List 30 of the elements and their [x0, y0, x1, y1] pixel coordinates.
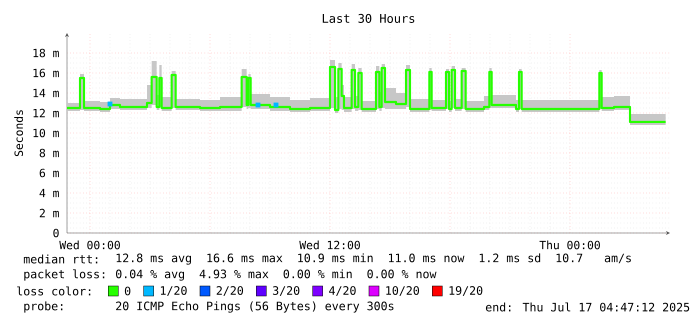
text: median rtt: — [24, 254, 98, 264]
y-tick-label: 10 m — [34, 128, 59, 138]
y-tick-label: 12 m — [34, 108, 59, 118]
chart-title: Last 30 Hours — [322, 14, 414, 23]
text: 12.8 ms avg 16.6 ms max 10.9 ms min 11.0 ms now 1.2 ms sd 10.7 am/s — [116, 253, 631, 265]
y-axis-title: Seconds — [14, 110, 24, 156]
y-tick-label: 14 m — [34, 88, 59, 98]
text: probe: — [24, 301, 62, 313]
y-tick-label: 2 m — [40, 208, 59, 218]
legend-label: 1/20 — [160, 286, 187, 296]
x-tick-label: Wed 00:00 — [59, 240, 120, 250]
y-tick-label: 16 m — [34, 68, 59, 78]
text: packet loss: — [24, 269, 104, 281]
x-tick-label: Thu 00:00 — [540, 240, 600, 250]
legend-label: 0 — [124, 286, 130, 296]
legend-label: 10/20 — [386, 286, 420, 296]
legend-title: loss color: — [17, 286, 90, 296]
text: 20 ICMP Echo Pings (56 Bytes) every 300s — [116, 301, 394, 313]
legend-label: 19/20 — [450, 286, 482, 296]
legend-label: 3/20 — [272, 286, 300, 296]
y-tick-label: 18 m — [34, 48, 59, 58]
text: end: Thu Jul 17 04:47:12 2025 — [486, 302, 690, 312]
y-tick-label: 6 m — [40, 168, 59, 178]
text: 0.04 % avg 4.93 % max 0.00 % min 0.00 % now — [116, 269, 436, 281]
y-tick-label: 0 — [53, 228, 59, 238]
y-tick-label: 4 m — [40, 188, 59, 198]
legend-label: 4/20 — [329, 286, 356, 296]
y-tick-label: 8 m — [40, 148, 59, 158]
x-tick-label: Wed 12:00 — [299, 240, 360, 250]
legend-label: 2/20 — [216, 286, 244, 296]
